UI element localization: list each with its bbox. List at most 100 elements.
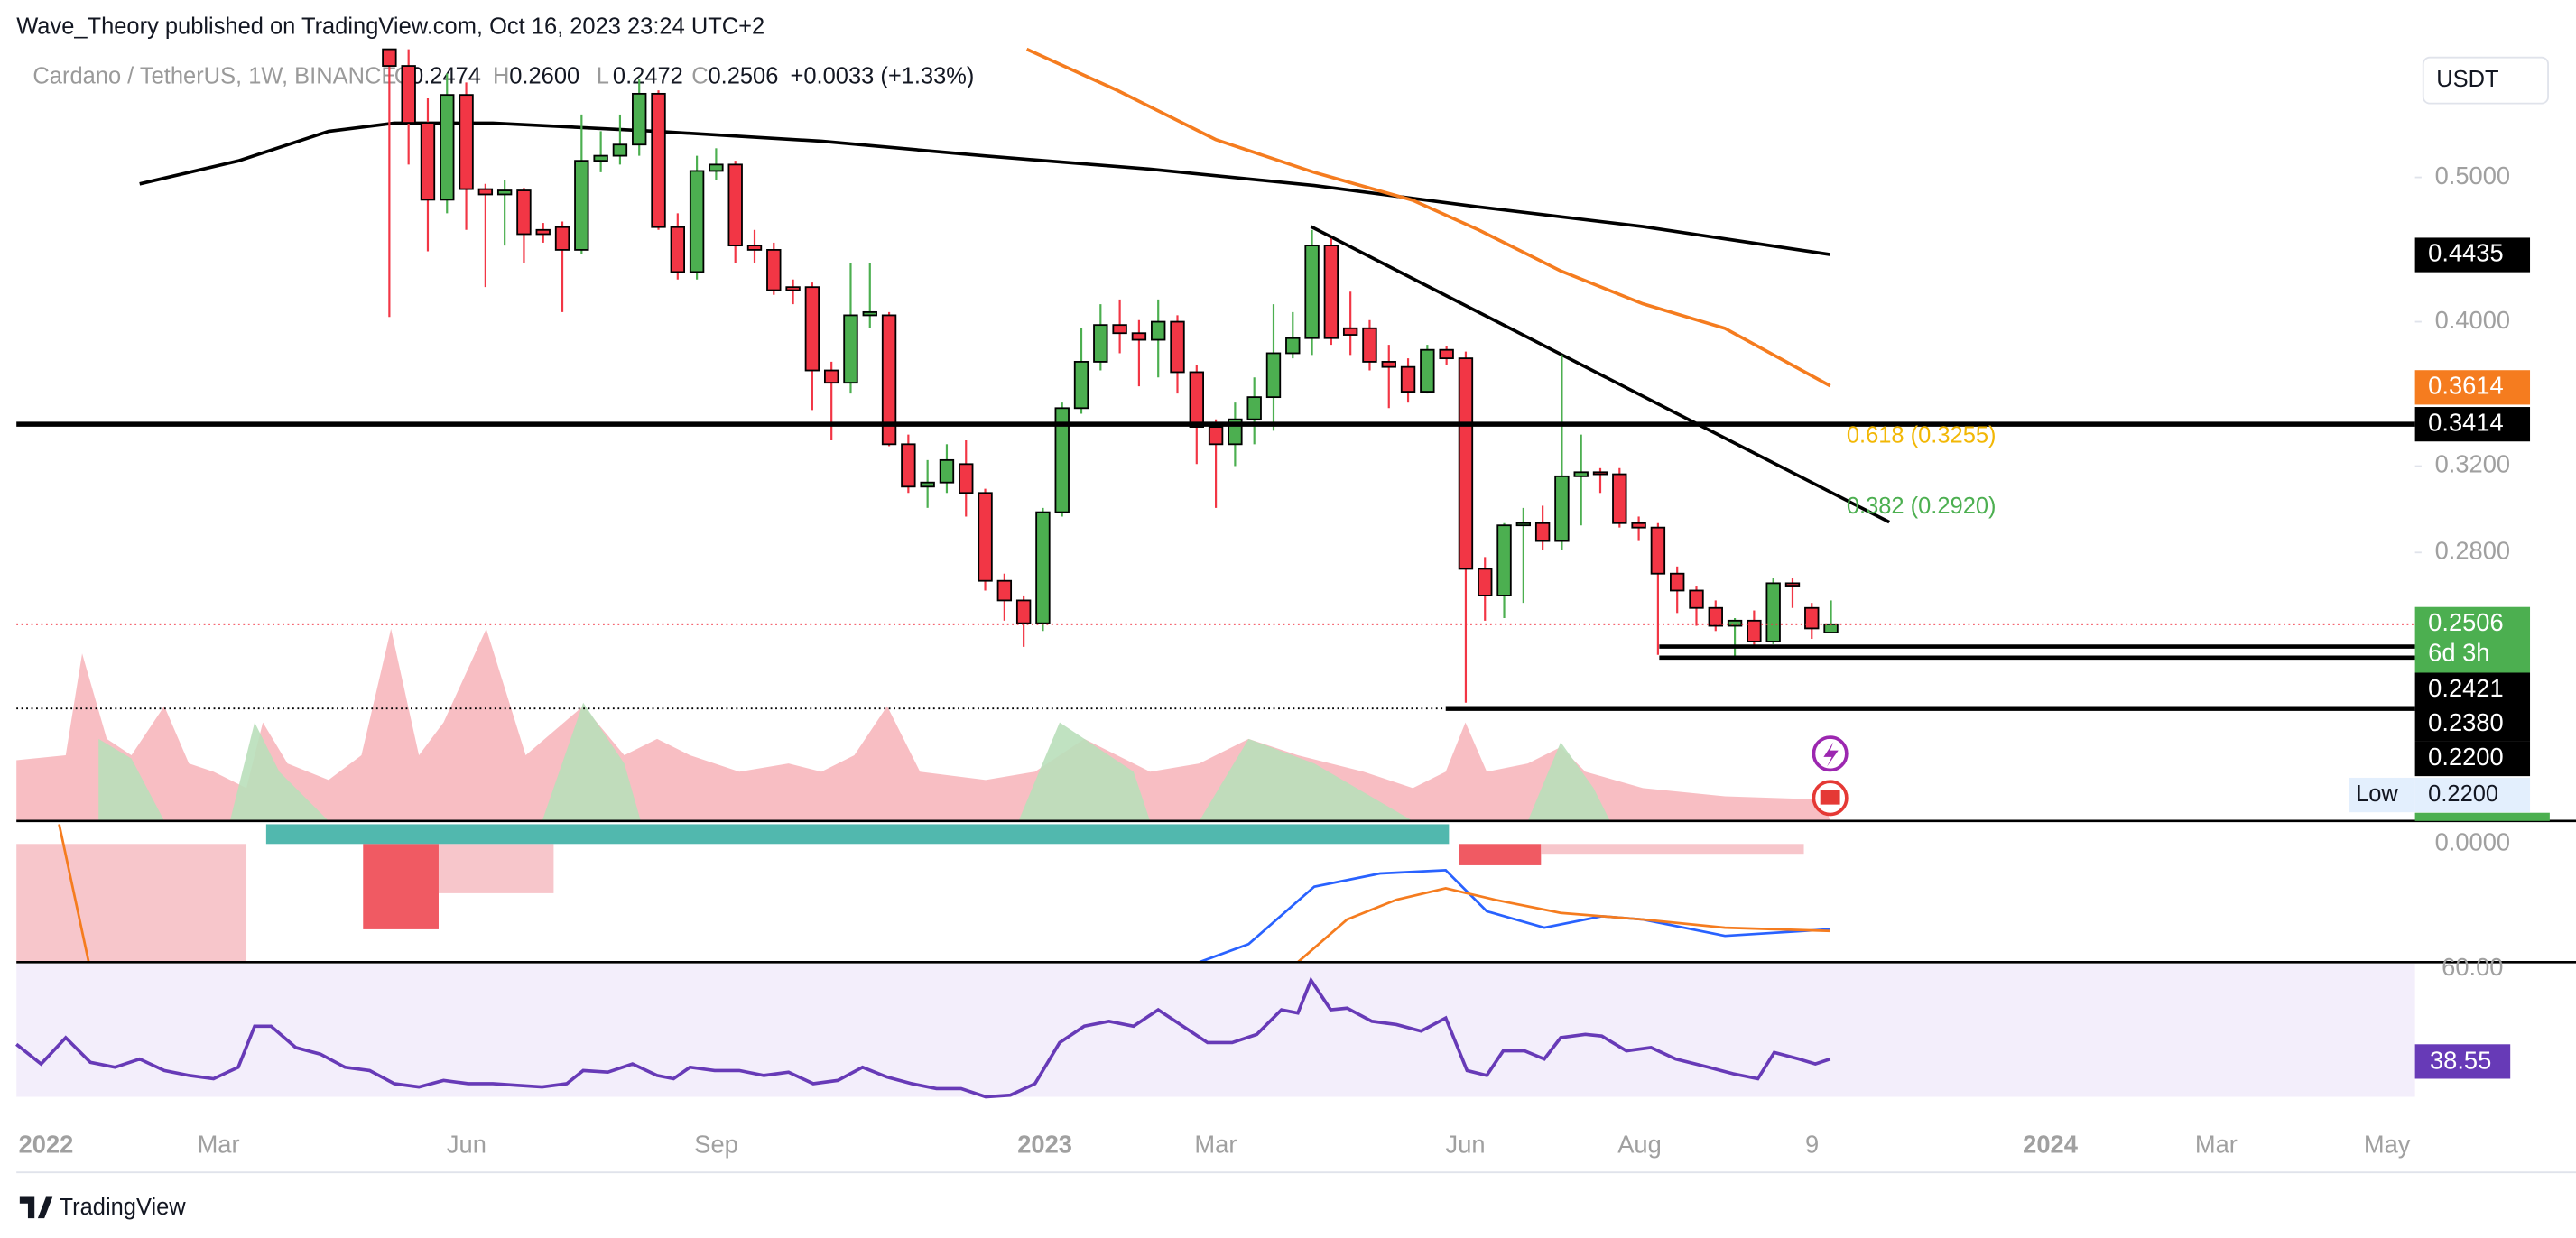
- candle-body: [1631, 522, 1646, 529]
- time-label: Jun: [1446, 1130, 1486, 1158]
- trend-line: [1310, 225, 1891, 524]
- y-tick-label: 0.3200: [2435, 450, 2510, 478]
- footer-brand: TradingView: [60, 1195, 187, 1220]
- macd-axis-label: 0.0000: [2435, 827, 2510, 855]
- time-label: Sep: [694, 1130, 738, 1158]
- price-pane: 0.2800 0.3200 0.4000 0.5000 0.618 (0.3255) 0.…: [16, 48, 2550, 1158]
- candle-body: [1035, 511, 1051, 624]
- candle-body: [1151, 320, 1166, 341]
- volume-area-up: [542, 702, 641, 821]
- tv-logo: [19, 1196, 53, 1219]
- flag-glyph: [1820, 790, 1840, 805]
- low-tag-value: 0.2200: [2428, 781, 2498, 807]
- ohlc-label: L: [597, 63, 609, 88]
- macd-histogram: [16, 844, 247, 963]
- candle-body: [670, 226, 686, 273]
- candle-body: [862, 310, 877, 317]
- time-label: Mar: [2195, 1130, 2238, 1158]
- candle-body: [766, 248, 782, 291]
- ohlc-value: 0.2506: [708, 63, 778, 88]
- candle-body: [920, 481, 935, 488]
- candle-body: [1054, 407, 1070, 513]
- candle-body: [1554, 475, 1570, 542]
- candle-body: [1708, 606, 1723, 627]
- candle-body: [516, 189, 532, 236]
- candle-body: [1131, 332, 1147, 341]
- candle-body: [1112, 324, 1127, 335]
- candle-body: [477, 188, 494, 196]
- candle-body: [1208, 426, 1224, 446]
- y-tick-label: 0.5000: [2435, 162, 2510, 189]
- volume-area: [16, 628, 1830, 821]
- candle-body: [1093, 324, 1108, 363]
- macd-line: [1199, 869, 1830, 964]
- candle-body: [1073, 361, 1089, 410]
- candle-body: [996, 579, 1013, 602]
- price-tag-label: 0.4435: [2428, 239, 2503, 267]
- rsi-value: 38.55: [2430, 1047, 2491, 1075]
- time-label: Jun: [447, 1130, 486, 1158]
- candle-body: [1015, 599, 1032, 624]
- time-label: Mar: [1194, 1130, 1237, 1158]
- candle-body: [843, 314, 858, 384]
- ohlc-value: 0.2474: [411, 63, 481, 88]
- candle-body: [1439, 348, 1454, 360]
- candle-body: [959, 463, 974, 494]
- low-tag-label: Low: [2356, 781, 2398, 807]
- candle-body: [1592, 471, 1608, 476]
- candle-body: [1496, 524, 1512, 596]
- candle-body: [1420, 348, 1435, 393]
- candle-body: [1285, 337, 1301, 355]
- candle-body: [1689, 589, 1704, 609]
- time-label: Mar: [198, 1130, 240, 1158]
- price-tag: [2414, 370, 2531, 405]
- ohlc-change: +0.0033 (+1.33%): [790, 63, 974, 88]
- candle-body: [1478, 568, 1493, 596]
- time-label: 2023: [1017, 1130, 1072, 1158]
- volume-area-up: [1527, 742, 1610, 821]
- candle-body: [401, 65, 416, 125]
- ohlc-value: 0.2600: [509, 63, 579, 88]
- macd-histogram: [1541, 844, 1804, 855]
- candle-body: [939, 458, 955, 484]
- price-tag-label: 0.3414: [2428, 408, 2503, 436]
- candle-body: [1362, 327, 1377, 363]
- time-label: 9: [1805, 1130, 1819, 1158]
- candle-body: [554, 226, 570, 251]
- candle-body: [535, 228, 551, 236]
- fib-label: 0.382 (0.2920): [1847, 494, 1997, 519]
- low-tag: [2414, 777, 2531, 813]
- candle-body: [651, 92, 666, 228]
- candle-body: [496, 189, 513, 196]
- rsi-axis-label: 60.00: [2442, 953, 2503, 981]
- currency-button[interactable]: [2422, 56, 2549, 105]
- candle-body: [632, 92, 647, 146]
- fib-label: 0.618 (0.3255): [1847, 423, 1997, 448]
- price-tag-label: 0.2200: [2428, 743, 2503, 771]
- volume-area-up: [98, 738, 165, 821]
- candle-body: [1246, 396, 1262, 420]
- candle-body: [1400, 365, 1416, 393]
- ohlc-value: 0.2472: [613, 63, 683, 88]
- candle-body: [1747, 619, 1762, 642]
- candle-body: [1804, 606, 1820, 630]
- candle-body: [1823, 623, 1839, 633]
- price-tag: [2414, 672, 2531, 707]
- volume-area-up: [1199, 738, 1413, 821]
- price-tag-label: 0.2506: [2428, 608, 2503, 636]
- price-tag: [2414, 741, 2531, 777]
- time-label: 2022: [19, 1130, 74, 1158]
- candle-body: [1265, 352, 1282, 399]
- candle-body: [1765, 582, 1781, 642]
- lightning-glyph: [1823, 742, 1839, 767]
- macd-signal: [58, 824, 90, 963]
- candle-body: [1189, 371, 1204, 428]
- candle-body: [459, 94, 474, 190]
- currency: USDT: [2436, 67, 2498, 92]
- price-tag-label: 0.2380: [2428, 708, 2503, 736]
- candle-body: [1170, 320, 1185, 374]
- candle-body: [420, 122, 436, 201]
